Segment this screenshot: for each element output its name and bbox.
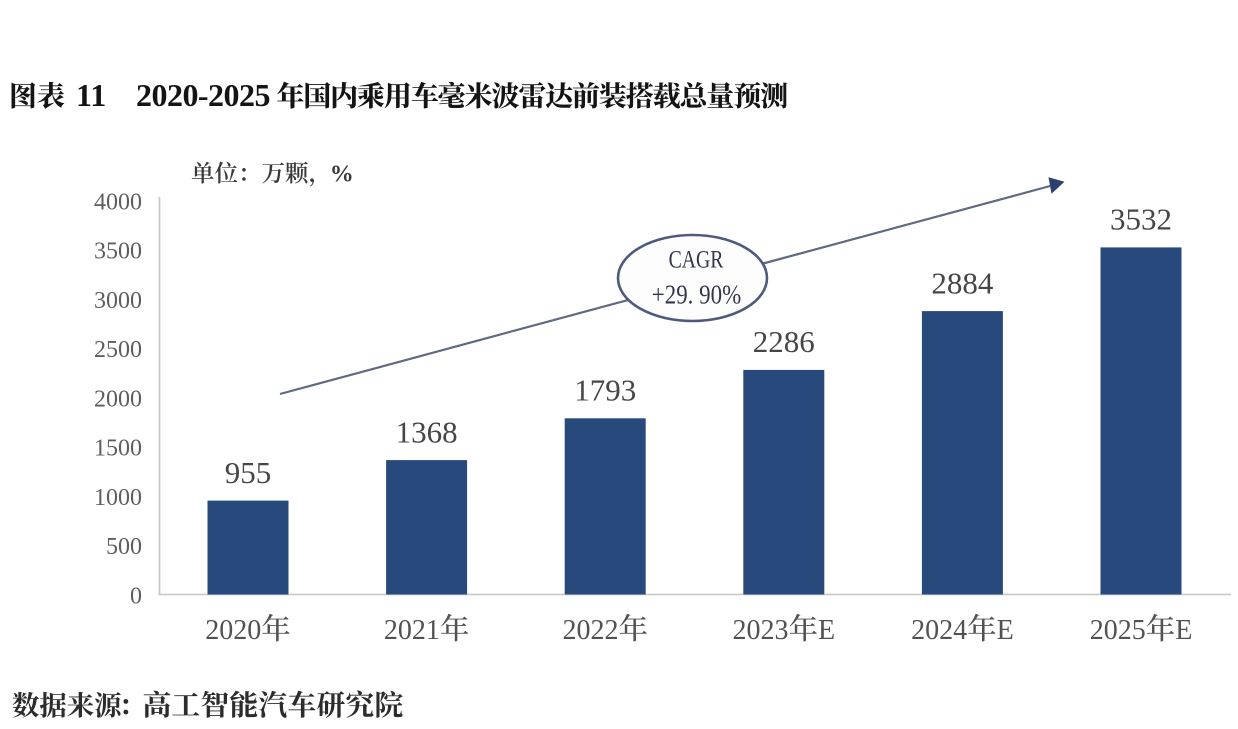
svg-text:2021: 2021	[384, 615, 440, 646]
svg-text:2000: 2000	[94, 387, 142, 413]
svg-text:CAGR: CAGR	[669, 245, 724, 273]
svg-text:2020: 2020	[205, 615, 261, 646]
svg-text:E: E	[1175, 615, 1192, 646]
svg-text:1368: 1368	[396, 414, 458, 449]
svg-text:3532: 3532	[1110, 202, 1172, 237]
svg-text:%: %	[330, 162, 354, 188]
svg-text:2025: 2025	[1090, 615, 1146, 646]
svg-text:E: E	[818, 615, 835, 646]
svg-text:500: 500	[106, 534, 142, 560]
svg-text:2286: 2286	[753, 324, 815, 359]
svg-text:1500: 1500	[94, 436, 142, 462]
svg-text:2023: 2023	[733, 615, 789, 646]
svg-text:3500: 3500	[94, 239, 142, 265]
svg-text:2022: 2022	[563, 615, 619, 646]
svg-text:3000: 3000	[94, 288, 142, 314]
svg-text:2884: 2884	[931, 265, 994, 300]
svg-text:E: E	[997, 615, 1014, 646]
svg-text:955: 955	[225, 455, 272, 490]
svg-text:4000: 4000	[94, 190, 142, 216]
svg-text:11: 11	[76, 77, 106, 113]
svg-text:1000: 1000	[94, 485, 142, 511]
svg-text:+29. 90%: +29. 90%	[652, 281, 742, 310]
svg-text:2020-2025: 2020-2025	[136, 77, 271, 113]
svg-text:2500: 2500	[94, 337, 142, 363]
svg-text:0: 0	[130, 583, 142, 609]
svg-text:2024: 2024	[911, 615, 967, 646]
svg-text:1793: 1793	[574, 373, 636, 408]
